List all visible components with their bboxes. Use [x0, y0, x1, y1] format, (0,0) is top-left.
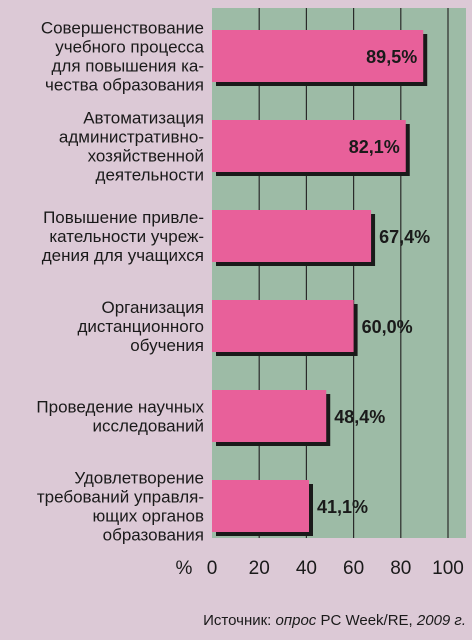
bar-4 — [212, 390, 327, 442]
bar-5 — [212, 480, 309, 532]
tick-label-40: 40 — [296, 558, 317, 579]
category-label-2: Повышение привле-кательности учреж-дения… — [42, 208, 204, 265]
tick-label-60: 60 — [343, 558, 364, 579]
bar-chart: 89,5% Совершенствование учебного процесса д… — [36, 8, 466, 579]
bar-2 — [212, 210, 372, 262]
source-prefix: Источник: — [203, 612, 276, 629]
data-label-3: 60,0% — [362, 317, 413, 337]
bar-1 — [212, 120, 406, 172]
category-label-1: Автоматизация административно-хозяйственн… — [59, 109, 204, 185]
source-note: Источник: опрос PC Week/RE, 2009 г. — [203, 612, 466, 629]
tick-label-100: 100 — [432, 558, 464, 579]
category-label-4: Проведение научных исследований — [36, 398, 204, 436]
data-label-5: 41,1% — [317, 497, 368, 517]
source-italic-year: 2009 г. — [416, 612, 466, 629]
tick-label-0: 0 — [207, 558, 218, 579]
source-italic-survey: опрос — [275, 612, 317, 629]
category-label-0: Совершенствование учебного процесса для по… — [41, 19, 205, 95]
category-label-5: Удовлетворение требований управля-ющих ор… — [37, 469, 204, 545]
data-label-1: 82,1% — [349, 137, 400, 157]
data-label-2: 67,4% — [379, 227, 430, 247]
tick-label-80: 80 — [390, 558, 411, 579]
data-label-0: 89,5% — [366, 47, 417, 67]
bar-0 — [212, 30, 424, 82]
tick-label-20: 20 — [249, 558, 270, 579]
data-label-4: 48,4% — [334, 407, 385, 427]
category-label-3: Организация дистанционного обучения — [77, 298, 204, 355]
source-middle: PC Week/RE, — [316, 612, 417, 629]
bar-3 — [212, 300, 354, 352]
axis-unit-label: % — [176, 558, 193, 579]
plot-area — [212, 8, 466, 538]
